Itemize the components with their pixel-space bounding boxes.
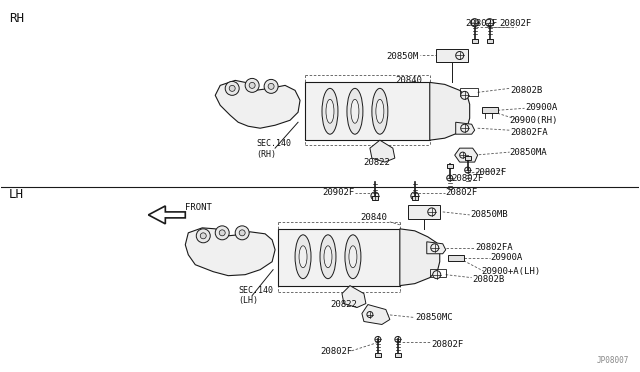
Ellipse shape: [326, 99, 334, 123]
Polygon shape: [362, 305, 390, 324]
Text: 20822: 20822: [330, 300, 357, 309]
Circle shape: [225, 81, 239, 95]
Text: 20802F: 20802F: [466, 19, 498, 28]
Text: JP08007: JP08007: [597, 356, 629, 365]
Text: SEC.140
(RH): SEC.140 (RH): [256, 140, 291, 159]
Ellipse shape: [345, 235, 361, 279]
Circle shape: [411, 192, 419, 200]
Circle shape: [239, 230, 245, 236]
Polygon shape: [186, 228, 275, 276]
Bar: [472, 39, 477, 42]
Circle shape: [249, 82, 255, 89]
Polygon shape: [456, 122, 475, 134]
Circle shape: [367, 311, 373, 318]
Circle shape: [375, 336, 381, 342]
Text: RH: RH: [9, 12, 24, 25]
Text: FRONT: FRONT: [186, 203, 212, 212]
Bar: [482, 107, 498, 113]
Ellipse shape: [351, 99, 359, 123]
Text: 20850M: 20850M: [386, 52, 418, 61]
Circle shape: [428, 208, 436, 216]
Circle shape: [268, 83, 274, 89]
Bar: [408, 205, 440, 219]
Circle shape: [433, 271, 441, 279]
Text: 20840: 20840: [395, 76, 422, 85]
Ellipse shape: [295, 235, 311, 279]
Bar: [395, 353, 401, 357]
Polygon shape: [215, 80, 300, 128]
Circle shape: [215, 226, 229, 240]
Circle shape: [460, 152, 466, 158]
Text: 20900(RH): 20900(RH): [509, 116, 558, 125]
Text: 20900+A(LH): 20900+A(LH): [482, 267, 541, 276]
Ellipse shape: [349, 246, 357, 268]
Text: 20822: 20822: [363, 158, 390, 167]
Bar: [465, 156, 470, 160]
Bar: [430, 269, 445, 277]
Circle shape: [447, 175, 452, 181]
Bar: [486, 39, 493, 42]
Text: 20850MC: 20850MC: [416, 313, 453, 322]
Text: LH: LH: [9, 189, 24, 202]
Polygon shape: [427, 242, 445, 254]
Bar: [375, 353, 381, 357]
Ellipse shape: [347, 89, 363, 134]
Circle shape: [456, 51, 464, 60]
Ellipse shape: [320, 235, 336, 279]
Text: 20802B: 20802B: [473, 275, 505, 284]
Polygon shape: [342, 286, 366, 308]
Text: 20850MA: 20850MA: [509, 148, 547, 157]
Text: 20802F: 20802F: [320, 347, 352, 356]
Text: 20802F: 20802F: [432, 340, 464, 349]
Polygon shape: [370, 140, 395, 162]
Circle shape: [235, 226, 249, 240]
Circle shape: [431, 244, 439, 252]
Circle shape: [245, 78, 259, 92]
Bar: [305, 82, 430, 140]
Text: 20802FA: 20802FA: [476, 243, 513, 252]
Text: 20840: 20840: [360, 214, 387, 222]
Text: 20900A: 20900A: [491, 253, 523, 262]
Circle shape: [229, 86, 235, 92]
Ellipse shape: [324, 246, 332, 268]
Circle shape: [196, 229, 210, 243]
Bar: [436, 48, 468, 62]
Bar: [372, 196, 378, 200]
Circle shape: [461, 92, 468, 99]
Text: 20900A: 20900A: [525, 103, 558, 112]
Polygon shape: [430, 82, 470, 140]
Polygon shape: [454, 148, 477, 162]
Text: SEC.140
(LH): SEC.140 (LH): [238, 286, 273, 305]
Bar: [447, 164, 452, 168]
Text: 20802FA: 20802FA: [511, 128, 548, 137]
Circle shape: [461, 124, 468, 132]
Text: 20802F: 20802F: [475, 167, 507, 177]
Polygon shape: [148, 206, 186, 224]
Polygon shape: [400, 229, 440, 286]
Circle shape: [220, 230, 225, 236]
Ellipse shape: [376, 99, 384, 123]
Ellipse shape: [372, 89, 388, 134]
Bar: [448, 255, 464, 261]
Text: 20850MB: 20850MB: [470, 211, 508, 219]
Circle shape: [486, 19, 493, 26]
Text: 20802F: 20802F: [452, 173, 484, 183]
Circle shape: [200, 233, 206, 239]
Ellipse shape: [322, 89, 338, 134]
Circle shape: [371, 192, 379, 200]
Circle shape: [465, 167, 470, 173]
Bar: [278, 229, 400, 286]
Bar: [412, 196, 418, 200]
Text: 20902F: 20902F: [322, 189, 355, 198]
Text: 20802F: 20802F: [500, 19, 532, 28]
Bar: [460, 89, 477, 96]
Text: 20802B: 20802B: [511, 86, 543, 95]
Circle shape: [470, 19, 479, 26]
Circle shape: [264, 79, 278, 93]
Circle shape: [395, 336, 401, 342]
Ellipse shape: [299, 246, 307, 268]
Text: 20802F: 20802F: [445, 189, 478, 198]
